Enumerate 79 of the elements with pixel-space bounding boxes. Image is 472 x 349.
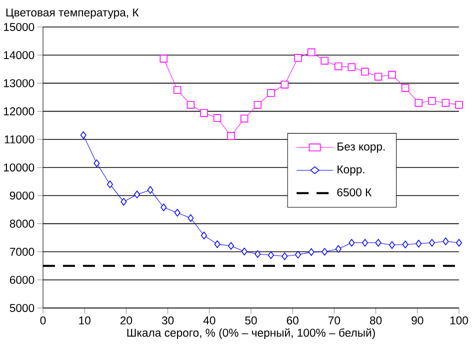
point [174, 86, 182, 94]
legend-label: Корр. [338, 165, 364, 176]
point [374, 72, 382, 81]
point [307, 48, 316, 56]
y-tick-label: 14000 [4, 51, 34, 60]
point [456, 238, 462, 247]
point [361, 68, 369, 76]
y-tick-label: 5000 [10, 304, 34, 312]
y-tick-label: 9000 [10, 192, 34, 200]
point [388, 70, 396, 79]
point [213, 114, 222, 122]
x-axis-title: Шкала серого, % (0% – черный, 100% – белый) [127, 328, 375, 339]
point [362, 238, 368, 247]
x-tick-label: 60 [286, 316, 298, 324]
point [254, 100, 262, 109]
point [375, 238, 382, 247]
y-tick-label: 13000 [4, 79, 34, 88]
point [335, 245, 342, 253]
point [442, 98, 450, 107]
point [80, 131, 86, 140]
point [200, 232, 207, 240]
x-tick-label: 40 [203, 316, 216, 324]
point [428, 238, 435, 247]
point [160, 204, 167, 212]
point [120, 198, 127, 206]
point [241, 248, 248, 256]
point [414, 98, 423, 107]
point [320, 56, 328, 65]
point [294, 54, 302, 62]
legend-label: 6500 К [337, 188, 372, 196]
point [282, 252, 288, 260]
point [254, 250, 261, 258]
point [94, 159, 100, 168]
point [322, 248, 328, 256]
legend-label: Без корр. [338, 142, 385, 153]
y-tick-label: 6000 [10, 276, 34, 284]
y-axis-title: Цветовая температура, К [6, 8, 139, 19]
point [106, 180, 113, 188]
point [428, 97, 436, 105]
point [200, 109, 208, 117]
point [227, 132, 235, 140]
x-tick-label: 70 [328, 316, 340, 324]
point [174, 208, 180, 217]
point [186, 100, 195, 109]
point [160, 54, 168, 63]
point [442, 238, 449, 246]
point [402, 240, 408, 248]
point [401, 84, 410, 92]
y-tick-label: 15000 [4, 22, 34, 31]
point [455, 100, 463, 109]
point [267, 89, 275, 97]
point [348, 63, 356, 72]
x-tick-label: 50 [245, 316, 257, 324]
point [389, 241, 396, 249]
x-tick-label: 30 [162, 316, 174, 324]
x-tick-label: 20 [120, 316, 132, 324]
point [228, 242, 234, 250]
y-tick-label: 8000 [10, 220, 34, 228]
point [268, 251, 274, 260]
x-tick-label: 100 [450, 316, 468, 324]
point [308, 248, 314, 256]
point [188, 214, 194, 222]
point [295, 250, 302, 258]
point [134, 190, 140, 198]
y-tick-label: 10000 [4, 163, 34, 172]
x-tick-label: 90 [412, 316, 424, 324]
point [147, 186, 154, 194]
point [416, 240, 422, 248]
x-tick-label: 80 [370, 316, 382, 324]
x-tick-label: 10 [79, 316, 90, 324]
y-tick-label: 11000 [4, 135, 34, 144]
point [348, 238, 355, 247]
point [334, 62, 342, 70]
y-tick-label: 12000 [4, 107, 34, 116]
point [280, 80, 289, 88]
y-tick-label: 7000 [10, 248, 34, 256]
point [240, 114, 248, 122]
x-tick-label: 0 [40, 316, 46, 324]
point [214, 240, 220, 248]
